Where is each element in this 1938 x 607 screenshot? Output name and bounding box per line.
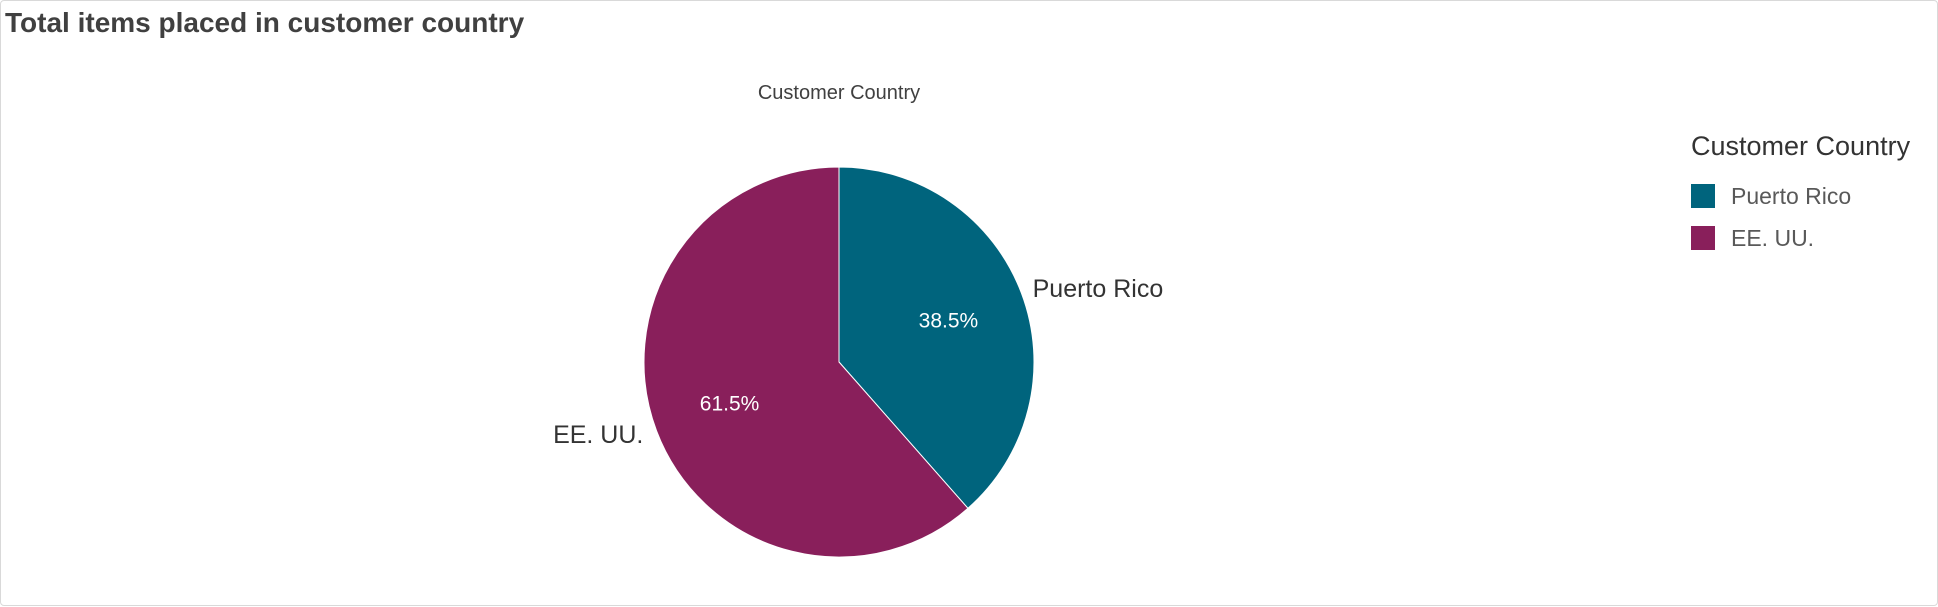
legend-swatch <box>1691 184 1715 208</box>
legend-swatch <box>1691 226 1715 250</box>
slice-category-label-puerto-rico: Puerto Rico <box>1033 275 1164 303</box>
legend-title: Customer Country <box>1691 131 1911 161</box>
legend-item-ee-uu[interactable]: EE. UU. <box>1691 224 1910 252</box>
slice-value-label-ee-uu: 61.5% <box>700 392 760 415</box>
slice-value-label-puerto-rico: 38.5% <box>919 310 979 333</box>
chart-subtitle: Customer Country <box>758 82 920 104</box>
slice-category-label-ee-uu: EE. UU. <box>553 421 643 449</box>
panel-title: Total items placed in customer country <box>5 7 525 38</box>
pie-labels: 38.5% Puerto Rico 61.5% EE. UU. <box>553 275 1163 449</box>
pie-slice-puerto-rico[interactable] <box>838 166 1035 509</box>
pie-slices <box>643 166 1035 558</box>
legend: Customer Country Puerto Rico EE. UU. <box>1691 131 1910 266</box>
legend-label: Puerto Rico <box>1731 182 1852 209</box>
legend-label: EE. UU. <box>1731 224 1815 251</box>
pie-slice-ee-uu[interactable] <box>643 166 969 558</box>
legend-item-puerto-rico[interactable]: Puerto Rico <box>1691 182 1910 210</box>
